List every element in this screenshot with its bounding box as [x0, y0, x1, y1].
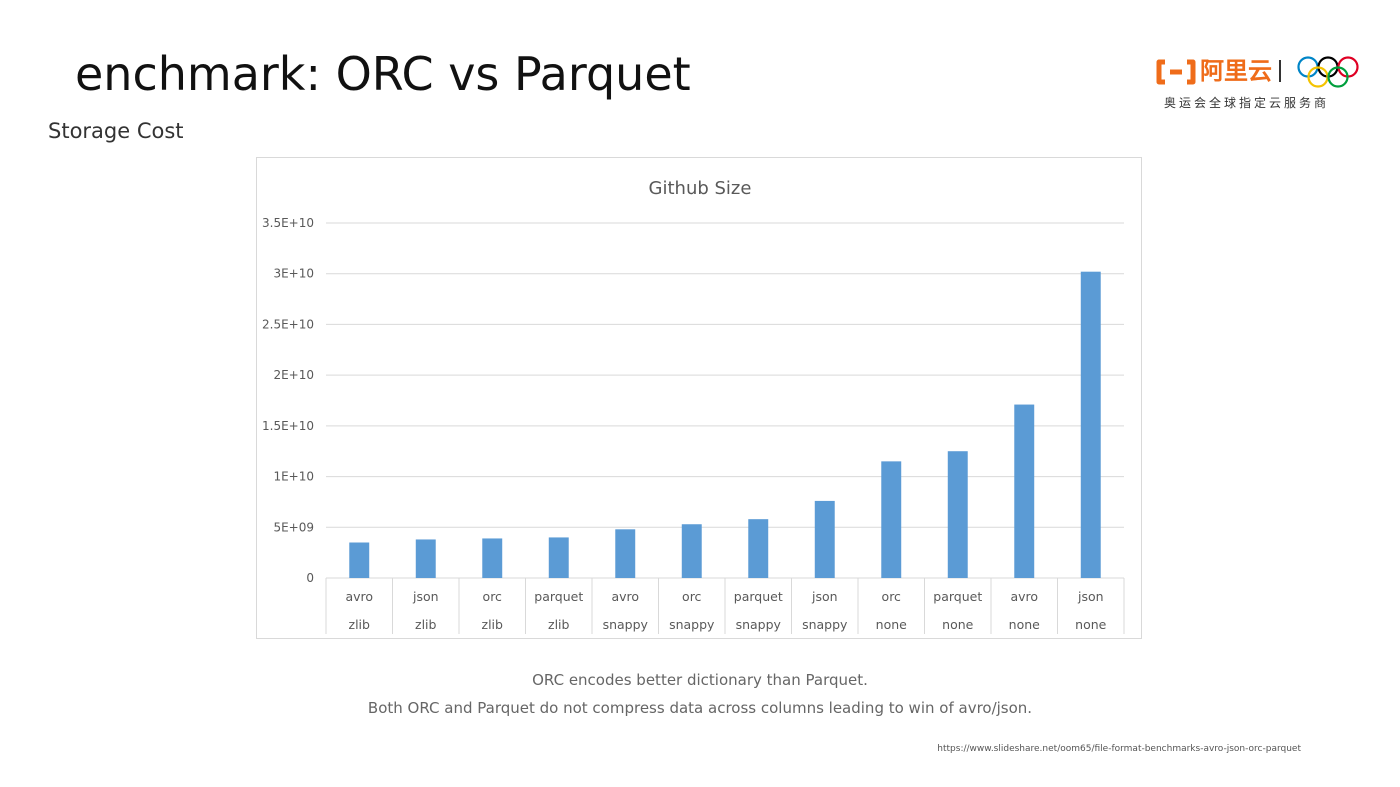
- bar-json-snappy: [814, 500, 835, 578]
- x-label-compression: zlib: [548, 617, 570, 632]
- chart-container: Github Size 0 5E+09 1E+10 1.5E+10 2E+10 2.5E+…: [256, 157, 1142, 639]
- bar-parquet-snappy: [748, 519, 769, 578]
- github-size-chart: Github Size 0 5E+09 1E+10 1.5E+10 2E+10 2.5E+…: [262, 178, 1125, 634]
- note-line: ORC encodes better dictionary than Parqu…: [532, 671, 868, 689]
- bar-json-none: [1080, 271, 1101, 578]
- x-label-format: json: [811, 589, 838, 604]
- y-tick-label: 1.5E+10: [262, 419, 314, 433]
- y-tick-label: 1E+10: [273, 470, 314, 484]
- chart-title: Github Size: [649, 178, 752, 199]
- bar-parquet-zlib: [548, 537, 569, 578]
- y-tick-label: 5E+09: [273, 520, 314, 534]
- x-label-format: json: [412, 589, 439, 604]
- x-label-format: parquet: [734, 589, 783, 604]
- slide-notes: ORC encodes better dictionary than Parqu…: [0, 666, 1400, 722]
- bar-avro-snappy: [615, 529, 636, 578]
- aliyun-logo: 阿里云 奥运会全球指定云服务商: [1156, 54, 1366, 116]
- x-label-format: orc: [882, 589, 902, 604]
- x-label-compression: none: [1075, 617, 1106, 632]
- x-label-format: parquet: [933, 589, 982, 604]
- logo-divider: [1279, 60, 1281, 82]
- bar-avro-none: [1014, 404, 1035, 578]
- x-label-compression: zlib: [349, 617, 371, 632]
- olympic-rings-icon: [1297, 56, 1359, 88]
- x-label-format: json: [1077, 589, 1104, 604]
- x-label-compression: zlib: [482, 617, 504, 632]
- aliyun-brand-text: 阿里云: [1200, 57, 1272, 85]
- x-label-compression: snappy: [802, 617, 848, 632]
- x-label-format: parquet: [534, 589, 583, 604]
- x-label-compression: snappy: [669, 617, 715, 632]
- y-tick-label: 3E+10: [273, 267, 314, 281]
- x-label-format: avro: [345, 589, 373, 604]
- logo-tagline: 奥运会全球指定云服务商: [1164, 96, 1330, 110]
- note-line: Both ORC and Parquet do not compress dat…: [367, 699, 1033, 717]
- x-label-format: avro: [1010, 589, 1038, 604]
- x-label-format: avro: [611, 589, 639, 604]
- x-label-compression: snappy: [603, 617, 649, 632]
- bar-orc-none: [881, 461, 902, 578]
- aliyun-mark-icon: [1156, 59, 1196, 85]
- y-tick-label: 3.5E+10: [262, 216, 314, 230]
- x-label-compression: snappy: [736, 617, 782, 632]
- x-label-compression: none: [876, 617, 907, 632]
- x-label-format: orc: [483, 589, 503, 604]
- bar-parquet-none: [947, 451, 968, 578]
- y-tick-label: 0: [306, 571, 314, 585]
- x-label-compression: none: [942, 617, 973, 632]
- x-label-compression: zlib: [415, 617, 437, 632]
- y-tick-label: 2E+10: [273, 368, 314, 382]
- y-tick-label: 2.5E+10: [262, 317, 314, 331]
- slide-subtitle: Storage Cost: [48, 119, 184, 143]
- bar-orc-zlib: [482, 538, 503, 578]
- bar-avro-zlib: [349, 542, 370, 578]
- olympic-ring: [1327, 66, 1349, 88]
- x-label-compression: none: [1009, 617, 1040, 632]
- bar-json-zlib: [415, 539, 436, 578]
- slide-title: enchmark: ORC vs Parquet: [75, 47, 691, 101]
- x-label-format: orc: [682, 589, 702, 604]
- source-url: https://www.slideshare.net/oom65/file-fo…: [937, 744, 1301, 754]
- bar-orc-snappy: [681, 524, 702, 578]
